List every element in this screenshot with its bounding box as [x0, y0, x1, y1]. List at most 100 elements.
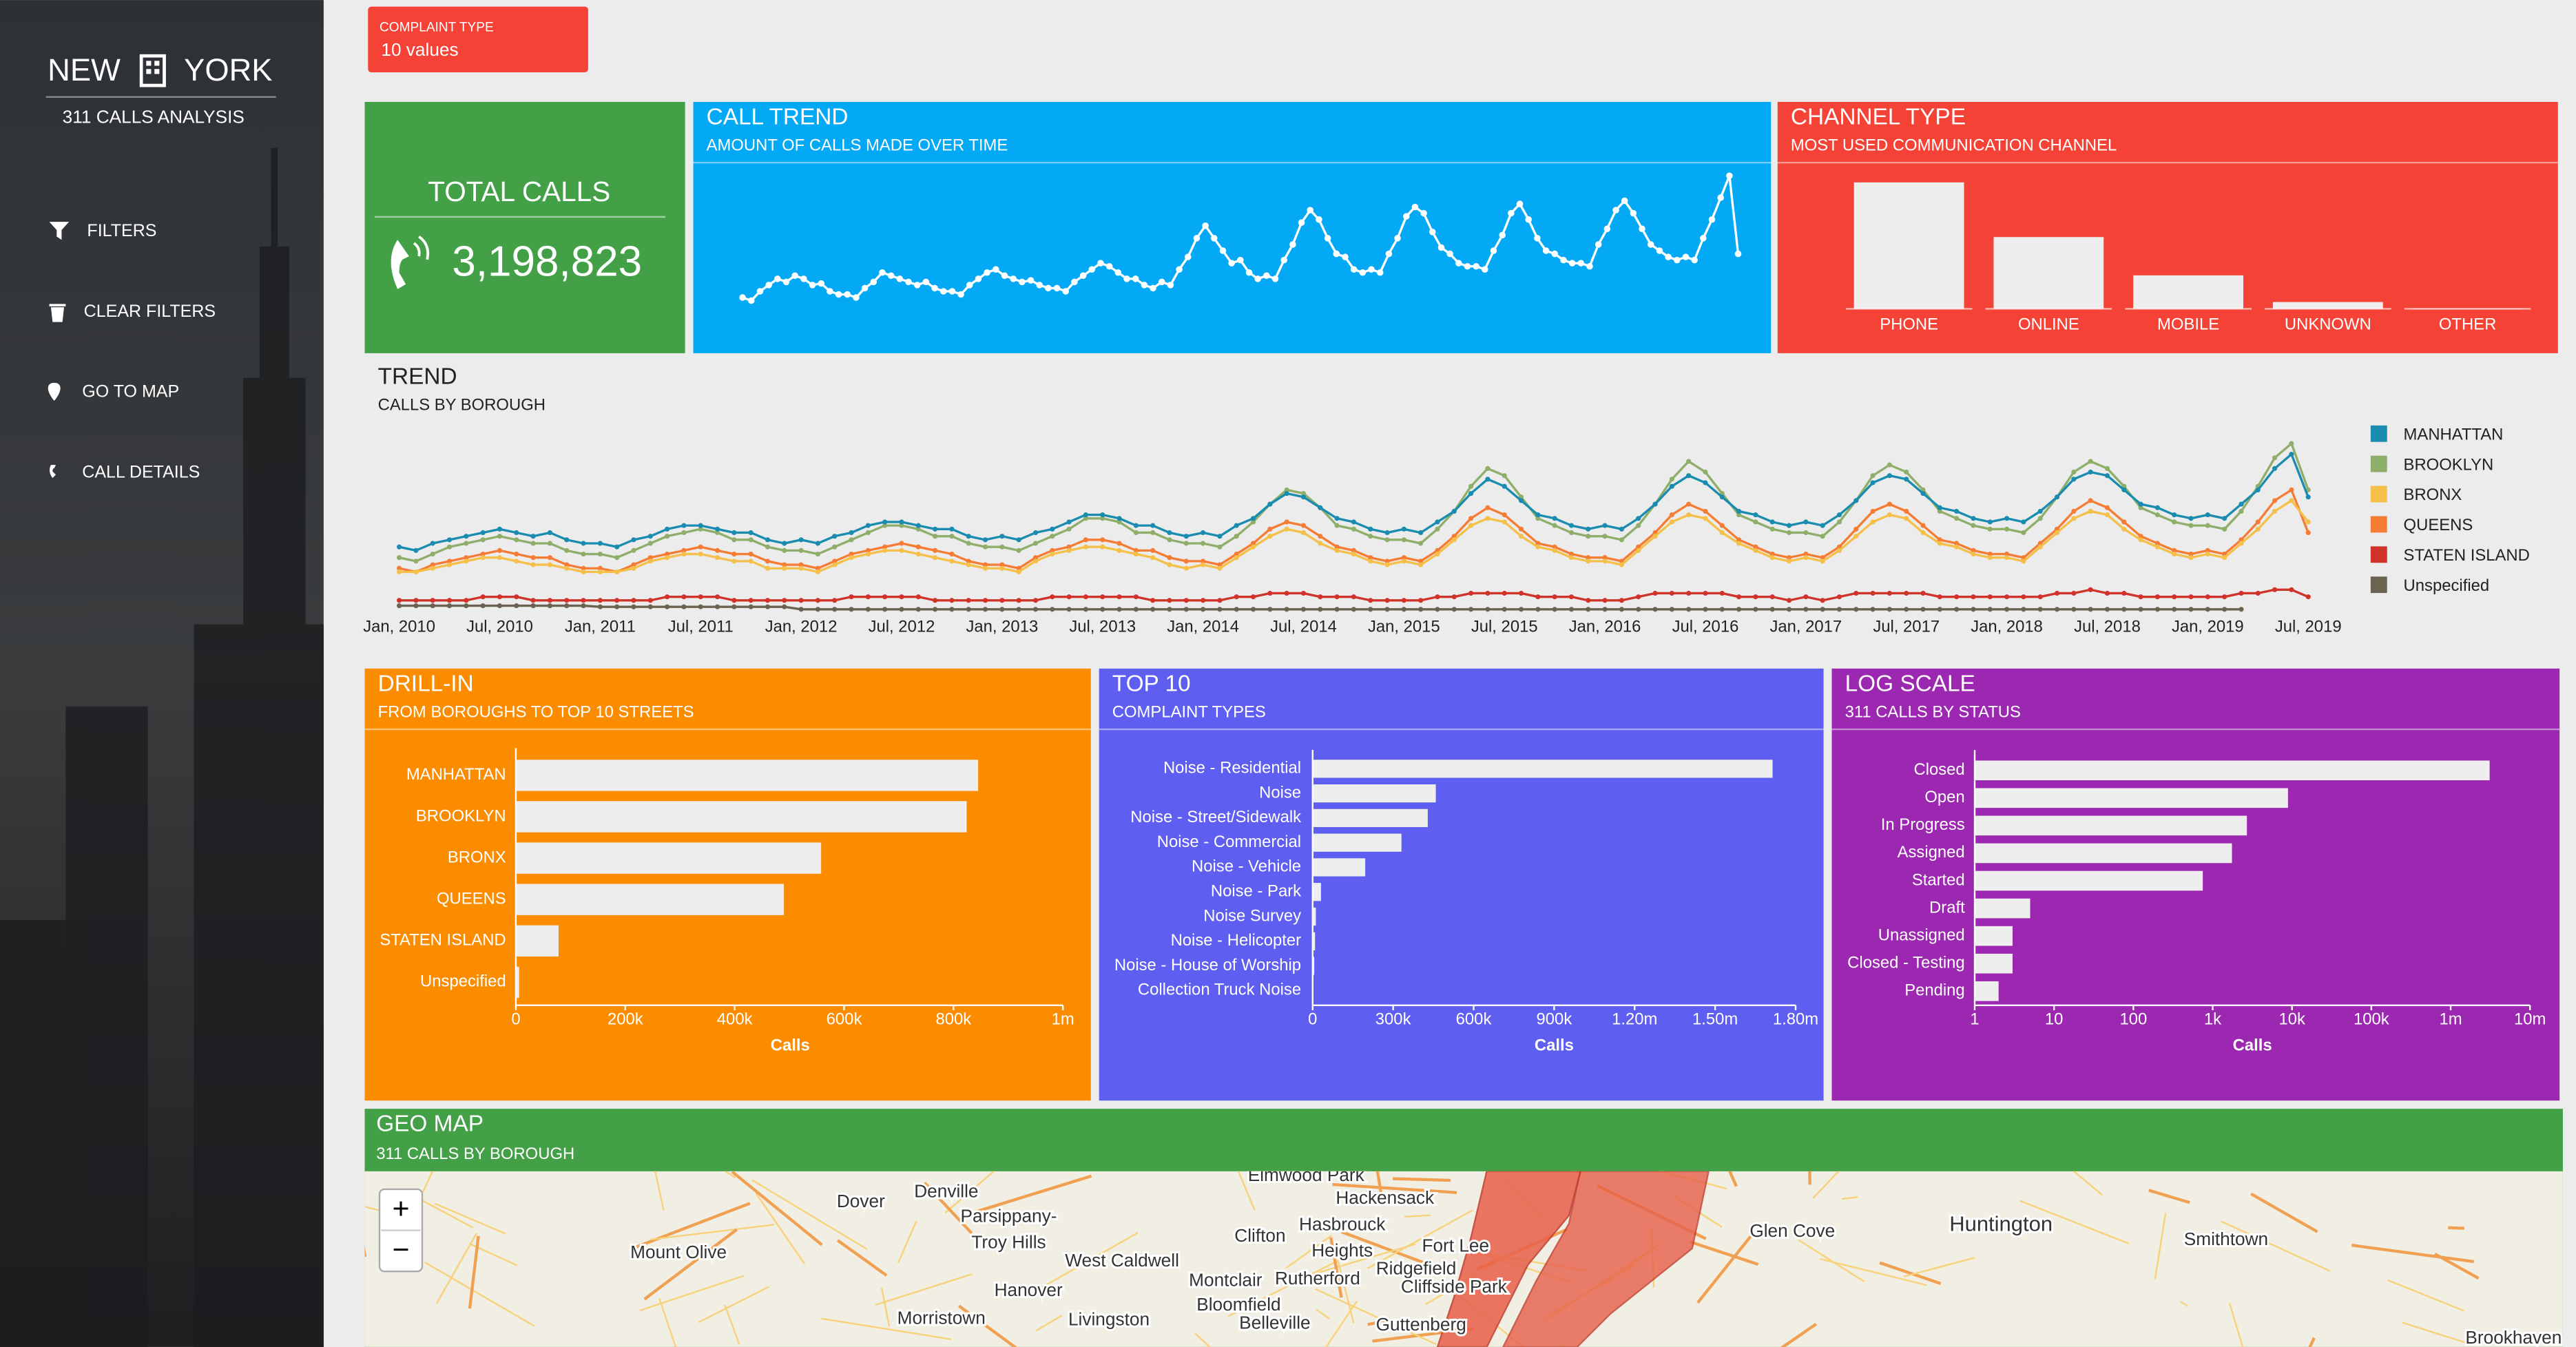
- pin-icon[interactable]: [48, 382, 61, 401]
- y-tick-label: Open: [1924, 788, 1964, 806]
- menu-item[interactable]: FILTERS: [87, 221, 156, 240]
- x-tick-label: Jan, 2012: [765, 618, 838, 636]
- point: [2289, 498, 2294, 503]
- point: [1669, 477, 1674, 482]
- point: [1150, 598, 1156, 603]
- point: [774, 275, 781, 282]
- point: [1027, 277, 1035, 284]
- x-tick-label: 1.20m: [1612, 1010, 1657, 1029]
- point: [2272, 466, 2278, 471]
- point: [2037, 607, 2043, 612]
- filter-icon[interactable]: [49, 222, 70, 240]
- panel-subtitle: MOST USED COMMUNICATION CHANNEL: [1791, 136, 2117, 155]
- borough-area[interactable]: [1436, 1171, 1581, 1347]
- road: [1316, 1308, 1330, 1319]
- point: [464, 598, 469, 603]
- phone-icon[interactable]: [50, 465, 56, 479]
- point: [1703, 480, 1708, 485]
- point: [1595, 241, 1602, 248]
- point: [698, 523, 703, 528]
- point: [1535, 516, 1541, 521]
- panel-subtitle: CALLS BY BOROUGH: [378, 396, 546, 415]
- point: [1384, 558, 1390, 564]
- point: [2138, 534, 2143, 539]
- point: [1001, 272, 1008, 280]
- panel: [1099, 668, 1824, 1101]
- point: [1490, 247, 1497, 254]
- menu-item[interactable]: CALL DETAILS: [82, 463, 200, 482]
- point: [844, 291, 851, 298]
- point: [665, 555, 670, 561]
- menu-item[interactable]: CLEAR FILTERS: [84, 302, 216, 321]
- point: [949, 526, 955, 532]
- point: [882, 523, 888, 528]
- point: [2188, 594, 2194, 600]
- point: [681, 523, 687, 528]
- point: [748, 530, 754, 536]
- point: [1719, 590, 1725, 596]
- x-tick-label: 600k: [827, 1010, 862, 1029]
- point: [948, 288, 956, 295]
- zoom-out[interactable]: −: [392, 1233, 409, 1266]
- point: [2154, 594, 2160, 600]
- trash-icon[interactable]: [49, 304, 66, 322]
- legend-swatch: [2370, 516, 2387, 533]
- point: [827, 288, 833, 295]
- road: [424, 1261, 535, 1327]
- y-tick-label: Pending: [1904, 981, 1965, 1000]
- point: [931, 284, 938, 292]
- point: [1435, 607, 1440, 612]
- map-label: Huntington: [1949, 1212, 2053, 1236]
- point: [1485, 590, 1490, 596]
- map-label: Heights: [1311, 1240, 1373, 1261]
- point: [1234, 534, 1239, 539]
- point: [1300, 590, 1307, 596]
- map-label: Livingston: [1068, 1309, 1150, 1330]
- point: [1904, 469, 1909, 475]
- point: [1621, 197, 1628, 205]
- point: [480, 555, 486, 561]
- point: [1234, 523, 1239, 528]
- bar: [1975, 981, 1999, 1001]
- filter-chip[interactable]: [368, 6, 588, 73]
- point: [1402, 213, 1410, 220]
- map-label: Dover: [837, 1191, 885, 1211]
- map-label: Glen Cove: [1749, 1220, 1835, 1241]
- point: [1201, 530, 1206, 536]
- point: [1682, 253, 1690, 260]
- borough-area[interactable]: [1502, 1171, 1710, 1347]
- point: [782, 604, 787, 609]
- point: [1100, 544, 1105, 550]
- y-tick-label: Unassigned: [1878, 926, 1965, 944]
- point: [547, 603, 552, 609]
- x-tick-label: 0: [511, 1010, 520, 1029]
- point: [2255, 590, 2261, 596]
- panel-title: TOP 10: [1112, 671, 1191, 697]
- point: [1334, 516, 1340, 521]
- map-label: Parsippany-: [961, 1205, 1057, 1226]
- point: [1114, 269, 1122, 276]
- point: [832, 534, 838, 539]
- point: [800, 275, 807, 282]
- point: [1516, 200, 1524, 207]
- point: [681, 547, 687, 553]
- point: [1602, 534, 1608, 539]
- point: [1954, 516, 1960, 521]
- point: [849, 551, 854, 557]
- point: [698, 526, 703, 532]
- point: [547, 555, 552, 561]
- menu-item[interactable]: GO TO MAP: [82, 382, 179, 401]
- point: [1535, 541, 1541, 546]
- point: [1636, 516, 1641, 521]
- point: [2071, 516, 2077, 521]
- point: [581, 598, 586, 603]
- point: [2104, 607, 2110, 612]
- map[interactable]: Elmwood Park Dover Denville Parsippany- Troy…: [295, 1107, 2563, 1347]
- bar: [1993, 237, 2104, 309]
- zoom-in[interactable]: +: [392, 1192, 409, 1225]
- point: [1954, 541, 1960, 546]
- point: [1133, 547, 1139, 553]
- point: [1468, 483, 1474, 489]
- point: [1267, 526, 1273, 532]
